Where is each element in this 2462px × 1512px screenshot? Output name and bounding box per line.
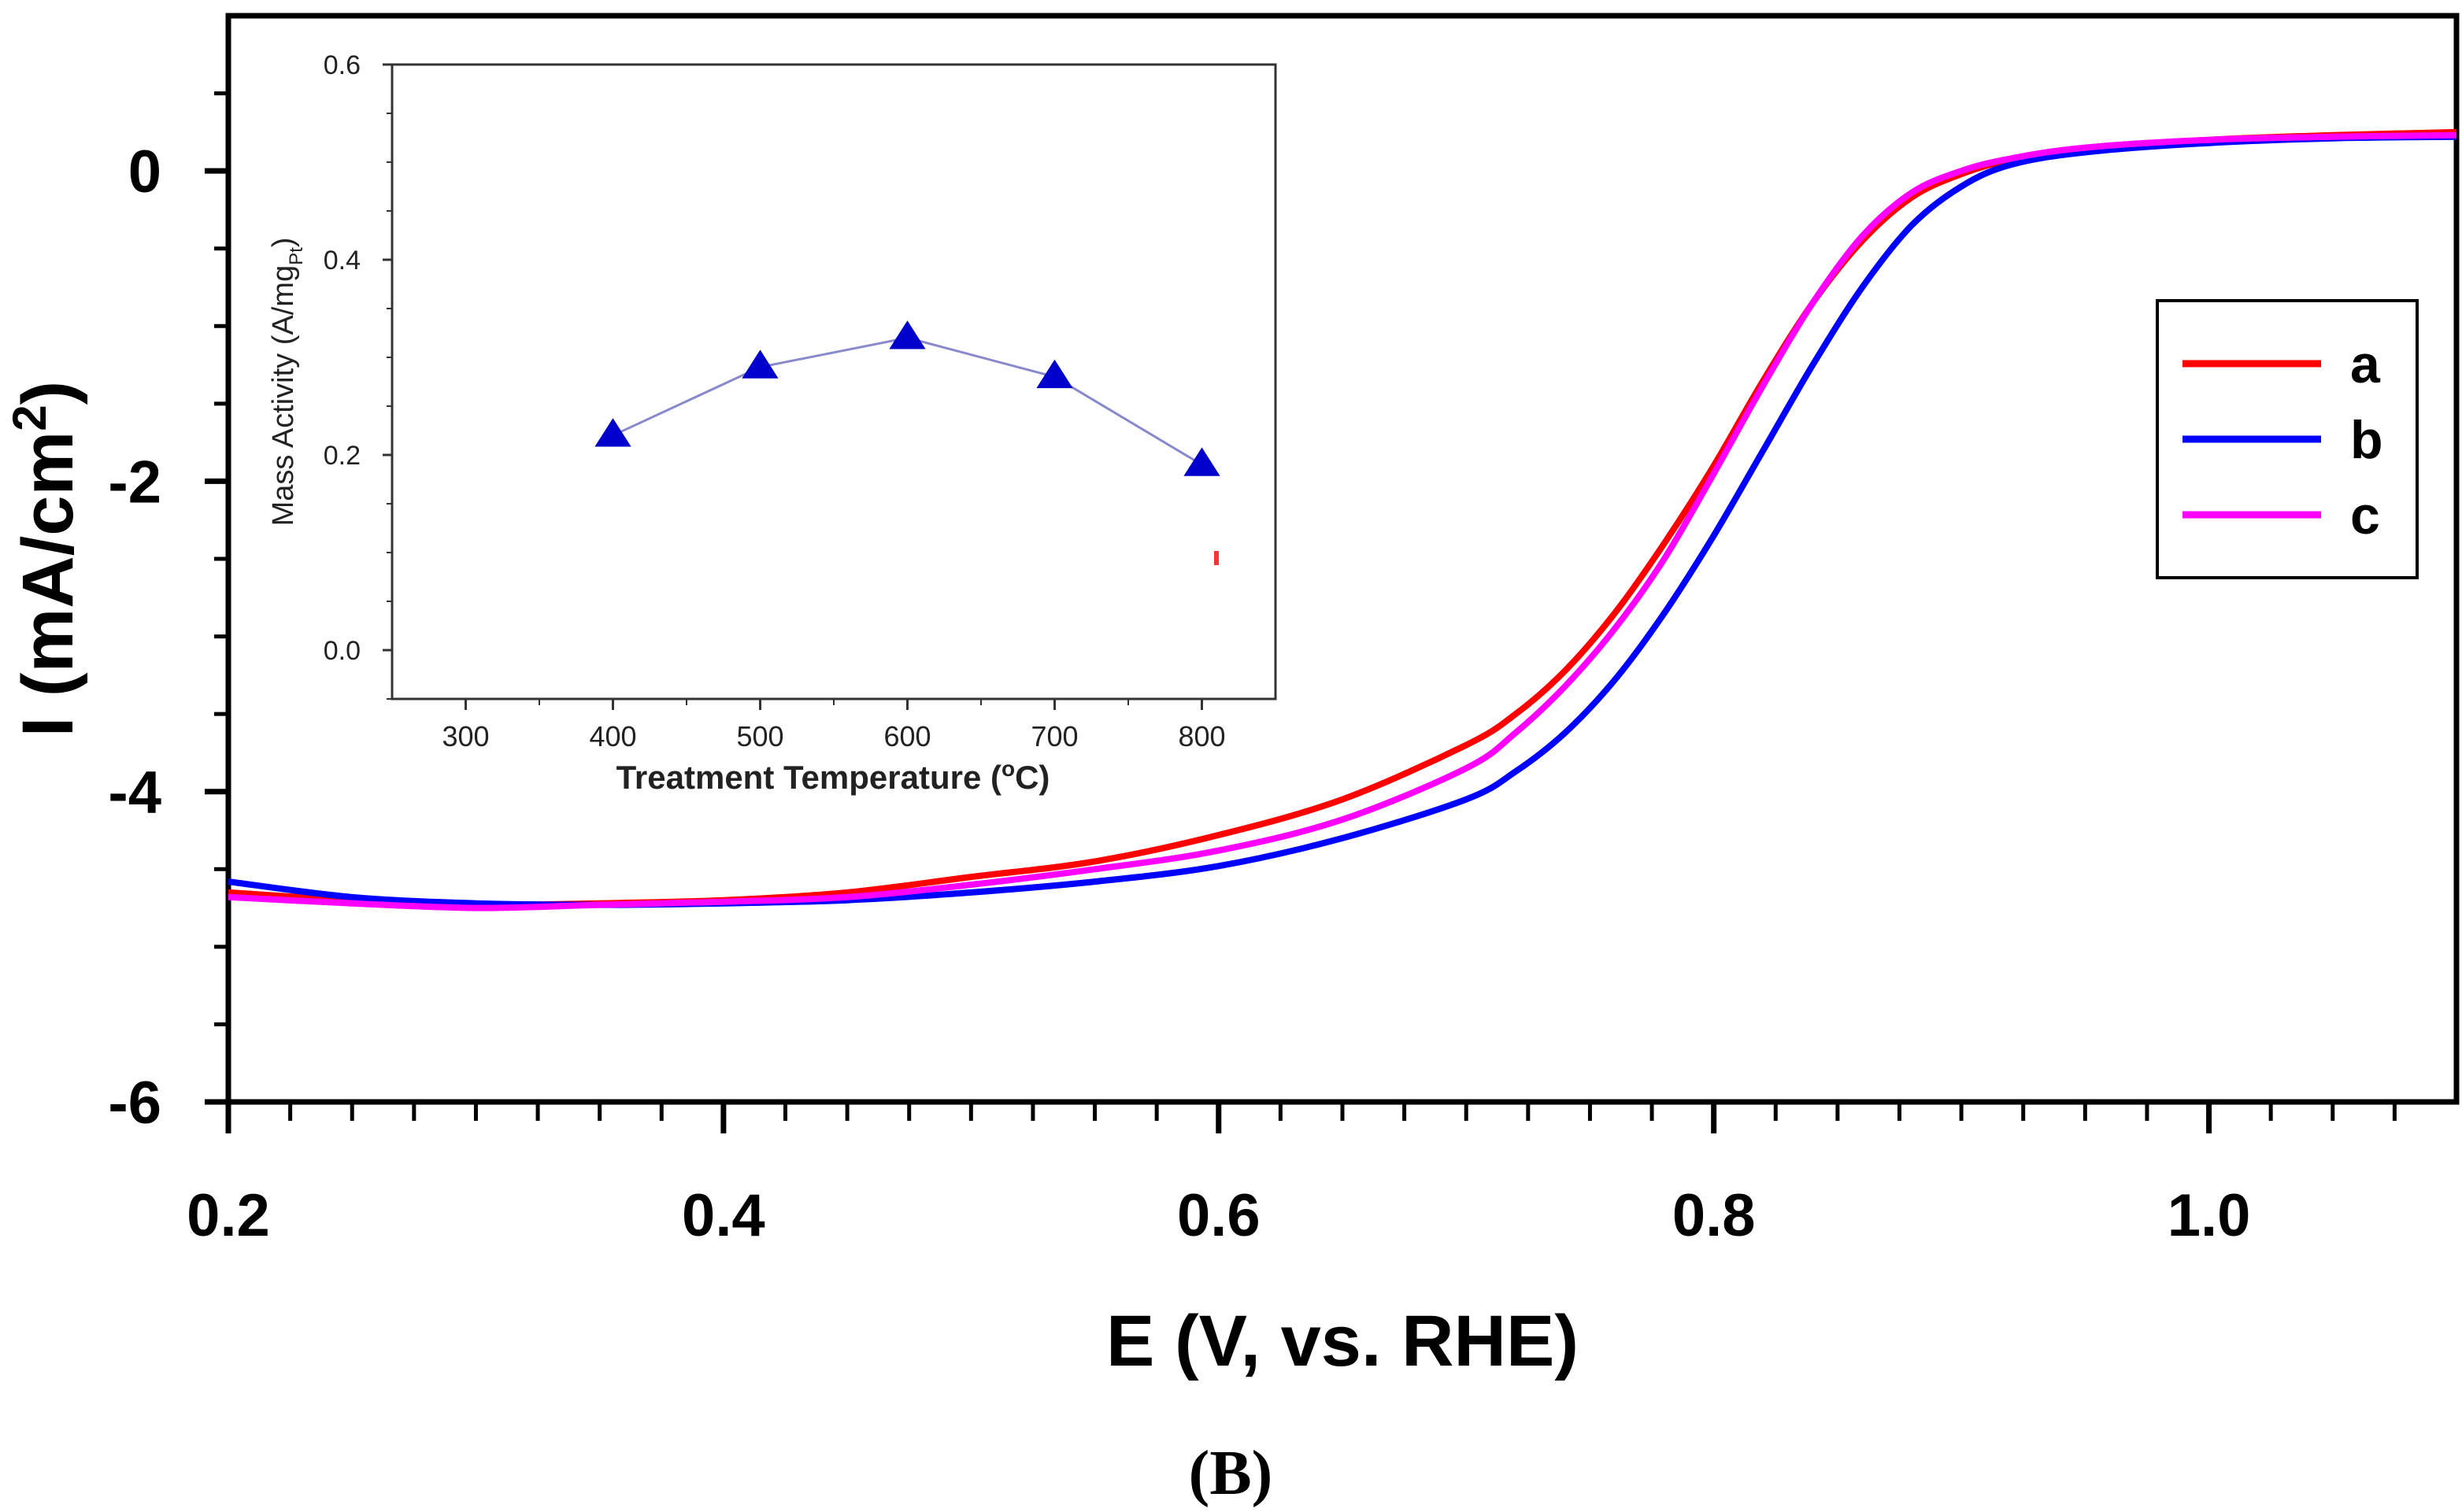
inset-x-axis-label-degree: o bbox=[1001, 756, 1015, 781]
inset-data-point bbox=[1036, 359, 1073, 389]
x-tick-label: 0.6 bbox=[1177, 1182, 1261, 1249]
inset-y-tick-label: 0.2 bbox=[324, 441, 361, 471]
main-axis-ticks: 0.2 0.4 0.6 0.8 1.0 -6 -4 -2 0 bbox=[108, 91, 2397, 1249]
series-line-c bbox=[228, 131, 2457, 911]
x-tick-label: 0.8 bbox=[1672, 1182, 1756, 1249]
inset-y-tick-label: 0.6 bbox=[324, 50, 361, 80]
inset-x-axis-label-close: C) bbox=[1015, 759, 1050, 796]
inset-y-axis-label-main: Mass Activity (A/mg bbox=[267, 265, 300, 527]
inset-y-tick-label: 0.4 bbox=[324, 246, 361, 275]
inset-data-point bbox=[1183, 447, 1220, 476]
inset-x-axis-label: Treatment Temperature (oC) bbox=[616, 756, 1050, 796]
main-chart: 0.2 0.4 0.6 0.8 1.0 -6 -4 -2 0 E (V, vs. RHE) I … bbox=[3, 13, 2460, 1381]
inset-data-point bbox=[594, 418, 631, 447]
inset-x-tick-label: 300 bbox=[442, 720, 489, 752]
panel-label: (B) bbox=[1189, 1439, 1273, 1508]
inset-data-point bbox=[889, 320, 926, 349]
y-tick-label: -2 bbox=[108, 449, 161, 516]
y-axis-label-close: ) bbox=[8, 381, 88, 405]
x-axis-label: E (V, vs. RHE) bbox=[1106, 1301, 1579, 1381]
legend: a b c bbox=[2156, 299, 2419, 579]
inset-x-tick-label: 700 bbox=[1031, 720, 1078, 752]
y-axis-label: I (mA/cm2) bbox=[3, 381, 88, 738]
main-series-group bbox=[228, 128, 2457, 911]
y-tick-label: -6 bbox=[108, 1070, 161, 1137]
inset-y-axis-label-close: ) bbox=[267, 238, 300, 248]
inset-data-point bbox=[742, 349, 779, 379]
y-tick-label: 0 bbox=[128, 139, 161, 205]
inset-background bbox=[331, 47, 1291, 787]
y-axis-label-main: I (mA/cm bbox=[8, 431, 88, 738]
inset-axis-ticks: 300 400 500 600 700 800 0.0 0.2 0.4 0.6 bbox=[324, 50, 1226, 752]
x-tick-label: 0.4 bbox=[682, 1182, 765, 1249]
legend-label-a: a bbox=[2350, 335, 2381, 394]
inset-y-axis-label: Mass Activity (A/mgPt) bbox=[267, 238, 307, 527]
legend-label-c: c bbox=[2350, 486, 2380, 545]
x-tick-label: 0.2 bbox=[187, 1182, 270, 1249]
inset-x-tick-label: 800 bbox=[1178, 720, 1225, 752]
inset-y-axis-label-subscript: Pt bbox=[286, 247, 307, 265]
y-tick-label: -4 bbox=[108, 760, 161, 826]
inset-series-group bbox=[594, 320, 1220, 476]
inset-chart: 300 400 500 600 700 800 0.0 0.2 0.4 0.6 Treatment… bbox=[267, 47, 1291, 796]
legend-label-b: b bbox=[2350, 410, 2383, 470]
inset-x-axis-label-main: Treatment Temperature ( bbox=[616, 759, 1001, 796]
inset-stray-mark bbox=[1214, 551, 1219, 565]
inset-x-tick-label: 400 bbox=[589, 720, 636, 752]
y-axis-label-superscript: 2 bbox=[3, 405, 56, 431]
inset-y-tick-label: 0.0 bbox=[324, 636, 361, 666]
x-tick-label: 1.0 bbox=[2168, 1182, 2251, 1249]
inset-x-tick-label: 600 bbox=[883, 720, 931, 752]
inset-x-tick-label: 500 bbox=[736, 720, 783, 752]
